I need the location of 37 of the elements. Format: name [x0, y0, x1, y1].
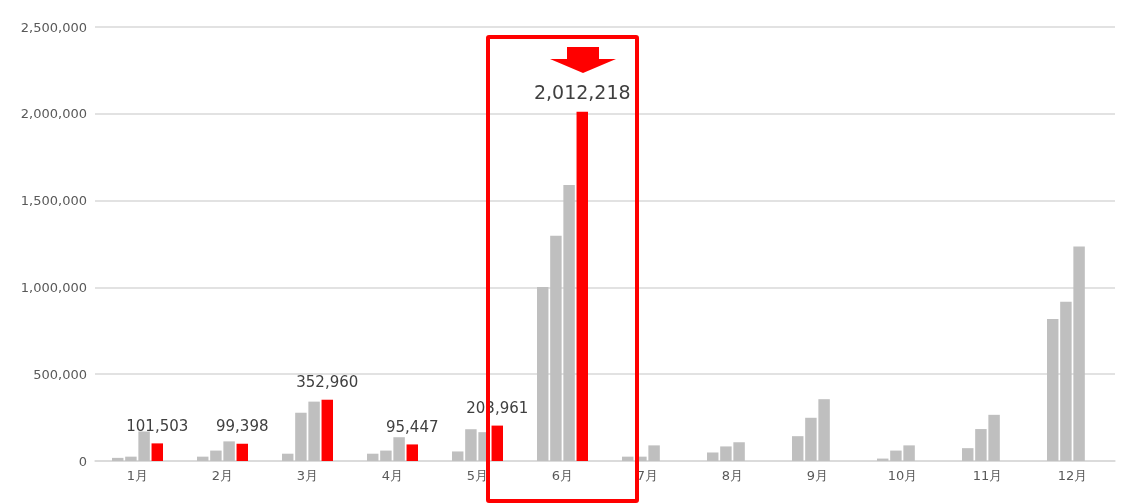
- x-tick-label: 2月: [211, 468, 234, 483]
- x-tick-label: 1月: [126, 468, 149, 483]
- bar: [707, 452, 719, 461]
- data-label: 95,447: [386, 417, 439, 436]
- bar: [491, 425, 503, 461]
- bar: [112, 457, 124, 461]
- bar: [962, 448, 974, 461]
- x-tick-label: 8月: [721, 468, 744, 483]
- x-tick-label: 9月: [806, 468, 829, 483]
- bar: [321, 399, 333, 461]
- y-tick-label: 2,000,000: [20, 106, 87, 122]
- y-tick-label: 2,500,000: [20, 19, 87, 35]
- x-tick-label: 10月: [887, 468, 918, 483]
- x-tick-label: 6月: [551, 468, 574, 483]
- y-tick-label: 0: [78, 453, 87, 469]
- x-tick-label: 5月: [466, 468, 489, 483]
- bar: [576, 111, 588, 461]
- x-tick-label: 12月: [1057, 468, 1088, 483]
- x-tick-label: 4月: [381, 468, 404, 483]
- bar: [1047, 319, 1059, 461]
- bar: [236, 443, 248, 461]
- bar: [537, 286, 549, 461]
- data-label: 99,398: [216, 417, 269, 436]
- bar: [792, 436, 804, 461]
- x-tick-label: 3月: [296, 468, 319, 483]
- data-label: 2,012,218: [533, 81, 631, 104]
- data-label: 352,960: [296, 373, 359, 392]
- bar: [151, 443, 163, 461]
- y-tick-label: 1,500,000: [20, 193, 87, 209]
- y-tick-label: 1,000,000: [20, 279, 87, 295]
- y-tick-label: 500,000: [33, 366, 87, 382]
- bar: [282, 453, 294, 461]
- x-tick-label: 11月: [972, 468, 1003, 483]
- bar: [406, 444, 418, 461]
- bar: [452, 451, 464, 461]
- bar: [367, 453, 379, 461]
- data-label: 101,503: [126, 416, 189, 435]
